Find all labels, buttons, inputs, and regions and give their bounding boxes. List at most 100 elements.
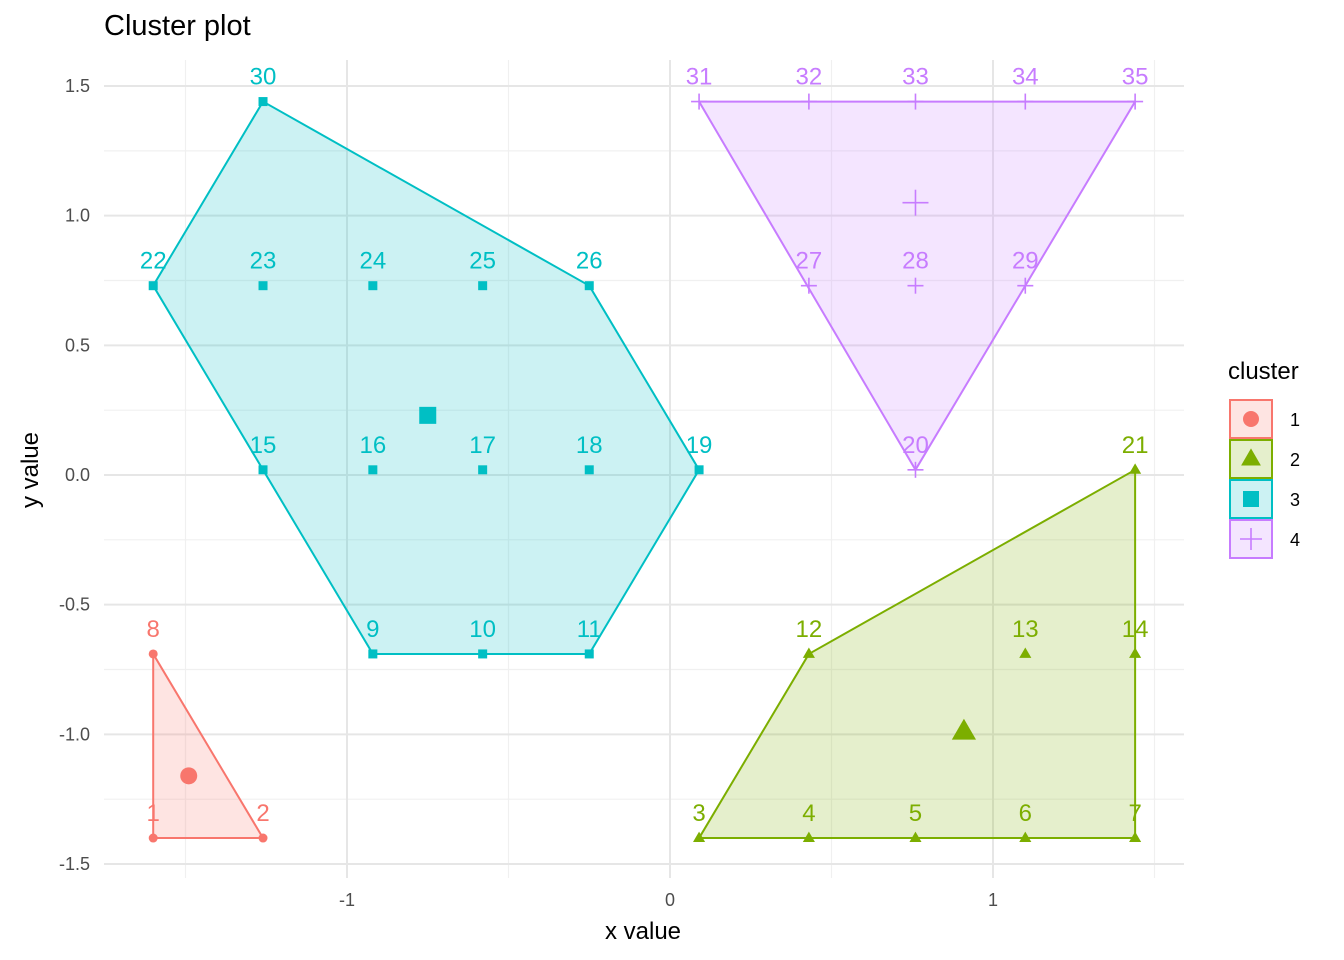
point-21 bbox=[1129, 463, 1142, 474]
point-9 bbox=[368, 649, 378, 659]
point-label-14: 14 bbox=[1122, 616, 1149, 643]
point-18 bbox=[584, 465, 594, 475]
chart-title: Cluster plot bbox=[104, 10, 251, 42]
point-label-32: 32 bbox=[796, 64, 823, 91]
y-tick-label: 1.0 bbox=[65, 206, 90, 226]
point-label-3: 3 bbox=[692, 800, 705, 827]
point-25 bbox=[478, 281, 488, 291]
legend: cluster 1 2 3 4 bbox=[1228, 358, 1300, 559]
point-3 bbox=[693, 831, 706, 843]
legend-item-3: 3 bbox=[1229, 479, 1300, 519]
point-label-17: 17 bbox=[469, 432, 496, 459]
y-tick-label: 0.5 bbox=[65, 335, 90, 355]
y-tick-labels: -1.5 -1.0 -0.5 0.0 0.5 1.0 1.5 bbox=[59, 76, 90, 874]
x-tick-label: -1 bbox=[339, 890, 355, 910]
point-label-31: 31 bbox=[686, 64, 713, 91]
point-14 bbox=[1129, 647, 1142, 658]
y-axis-title: y value bbox=[17, 432, 44, 508]
point-4 bbox=[802, 831, 815, 843]
x-tick-labels: -1 0 1 bbox=[339, 890, 998, 910]
point-label-5: 5 bbox=[909, 800, 922, 827]
point-33 bbox=[907, 93, 924, 110]
legend-symbol-1 bbox=[1243, 411, 1259, 427]
point-20 bbox=[907, 461, 924, 478]
point-label-28: 28 bbox=[902, 248, 929, 275]
point-31 bbox=[691, 93, 708, 110]
point-23 bbox=[258, 281, 268, 291]
point-label-4: 4 bbox=[802, 800, 815, 827]
cluster-1-center bbox=[180, 767, 198, 785]
cluster-centers bbox=[180, 189, 977, 785]
point-19 bbox=[694, 465, 704, 475]
y-tick-label: -1.5 bbox=[59, 854, 90, 874]
legend-symbol-4 bbox=[1240, 528, 1262, 550]
legend-item-4: 4 bbox=[1229, 519, 1300, 559]
point-label-8: 8 bbox=[147, 616, 160, 643]
legend-symbol-2 bbox=[1241, 448, 1261, 466]
y-tick-label: -0.5 bbox=[59, 595, 90, 615]
x-axis-title: x value bbox=[605, 918, 681, 945]
point-10 bbox=[478, 649, 488, 659]
x-tick-label: 1 bbox=[988, 890, 998, 910]
point-34 bbox=[1017, 93, 1034, 110]
grid-minor bbox=[104, 60, 1184, 878]
point-label-15: 15 bbox=[250, 432, 277, 459]
point-29 bbox=[1017, 277, 1034, 294]
legend-symbol-3 bbox=[1243, 491, 1259, 507]
point-6 bbox=[1019, 831, 1032, 843]
point-label-18: 18 bbox=[576, 432, 603, 459]
point-28 bbox=[907, 277, 924, 294]
point-label-33: 33 bbox=[902, 64, 929, 91]
point-11 bbox=[584, 649, 594, 659]
cluster-2-hull bbox=[698, 468, 1137, 840]
point-label-23: 23 bbox=[250, 248, 277, 275]
point-label-7: 7 bbox=[1128, 800, 1141, 827]
legend-item-2: 2 bbox=[1229, 439, 1300, 479]
point-label-20: 20 bbox=[902, 432, 929, 459]
point-27 bbox=[800, 277, 817, 294]
legend-label-4: 4 bbox=[1290, 530, 1300, 550]
point-label-29: 29 bbox=[1012, 248, 1039, 275]
point-30 bbox=[258, 97, 268, 107]
grid-major bbox=[104, 60, 1184, 878]
point-label-30: 30 bbox=[250, 64, 277, 91]
legend-item-1: 1 bbox=[1229, 399, 1300, 439]
point-label-19: 19 bbox=[686, 432, 713, 459]
point-label-25: 25 bbox=[469, 248, 496, 275]
point-label-26: 26 bbox=[576, 248, 603, 275]
point-label-21: 21 bbox=[1122, 432, 1149, 459]
cluster-1-hull bbox=[152, 652, 265, 840]
legend-label-1: 1 bbox=[1290, 410, 1300, 430]
point-7 bbox=[1129, 831, 1142, 843]
point-1 bbox=[148, 833, 158, 843]
y-tick-label: 0.0 bbox=[65, 465, 90, 485]
cluster-3-hull bbox=[152, 100, 701, 655]
legend-label-3: 3 bbox=[1290, 490, 1300, 510]
point-label-22: 22 bbox=[140, 248, 167, 275]
y-tick-label: 1.5 bbox=[65, 76, 90, 96]
point-label-24: 24 bbox=[359, 248, 386, 275]
point-label-16: 16 bbox=[359, 432, 386, 459]
point-label-12: 12 bbox=[796, 616, 823, 643]
point-label-27: 27 bbox=[796, 248, 823, 275]
legend-title: cluster bbox=[1228, 358, 1299, 385]
point-label-11: 11 bbox=[577, 616, 602, 643]
data-points bbox=[148, 93, 1144, 843]
point-5 bbox=[909, 831, 922, 843]
point-15 bbox=[258, 465, 268, 475]
point-label-1: 1 bbox=[147, 800, 160, 827]
cluster-4-center bbox=[902, 189, 929, 216]
legend-label-2: 2 bbox=[1290, 450, 1300, 470]
point-32 bbox=[800, 93, 817, 110]
point-label-34: 34 bbox=[1012, 64, 1039, 91]
y-tick-label: -1.0 bbox=[59, 724, 90, 744]
point-2 bbox=[258, 833, 268, 843]
cluster-hulls bbox=[152, 100, 1137, 840]
point-label-6: 6 bbox=[1019, 800, 1032, 827]
point-label-9: 9 bbox=[366, 616, 379, 643]
point-8 bbox=[148, 649, 158, 659]
point-26 bbox=[584, 281, 594, 291]
point-12 bbox=[802, 647, 815, 658]
